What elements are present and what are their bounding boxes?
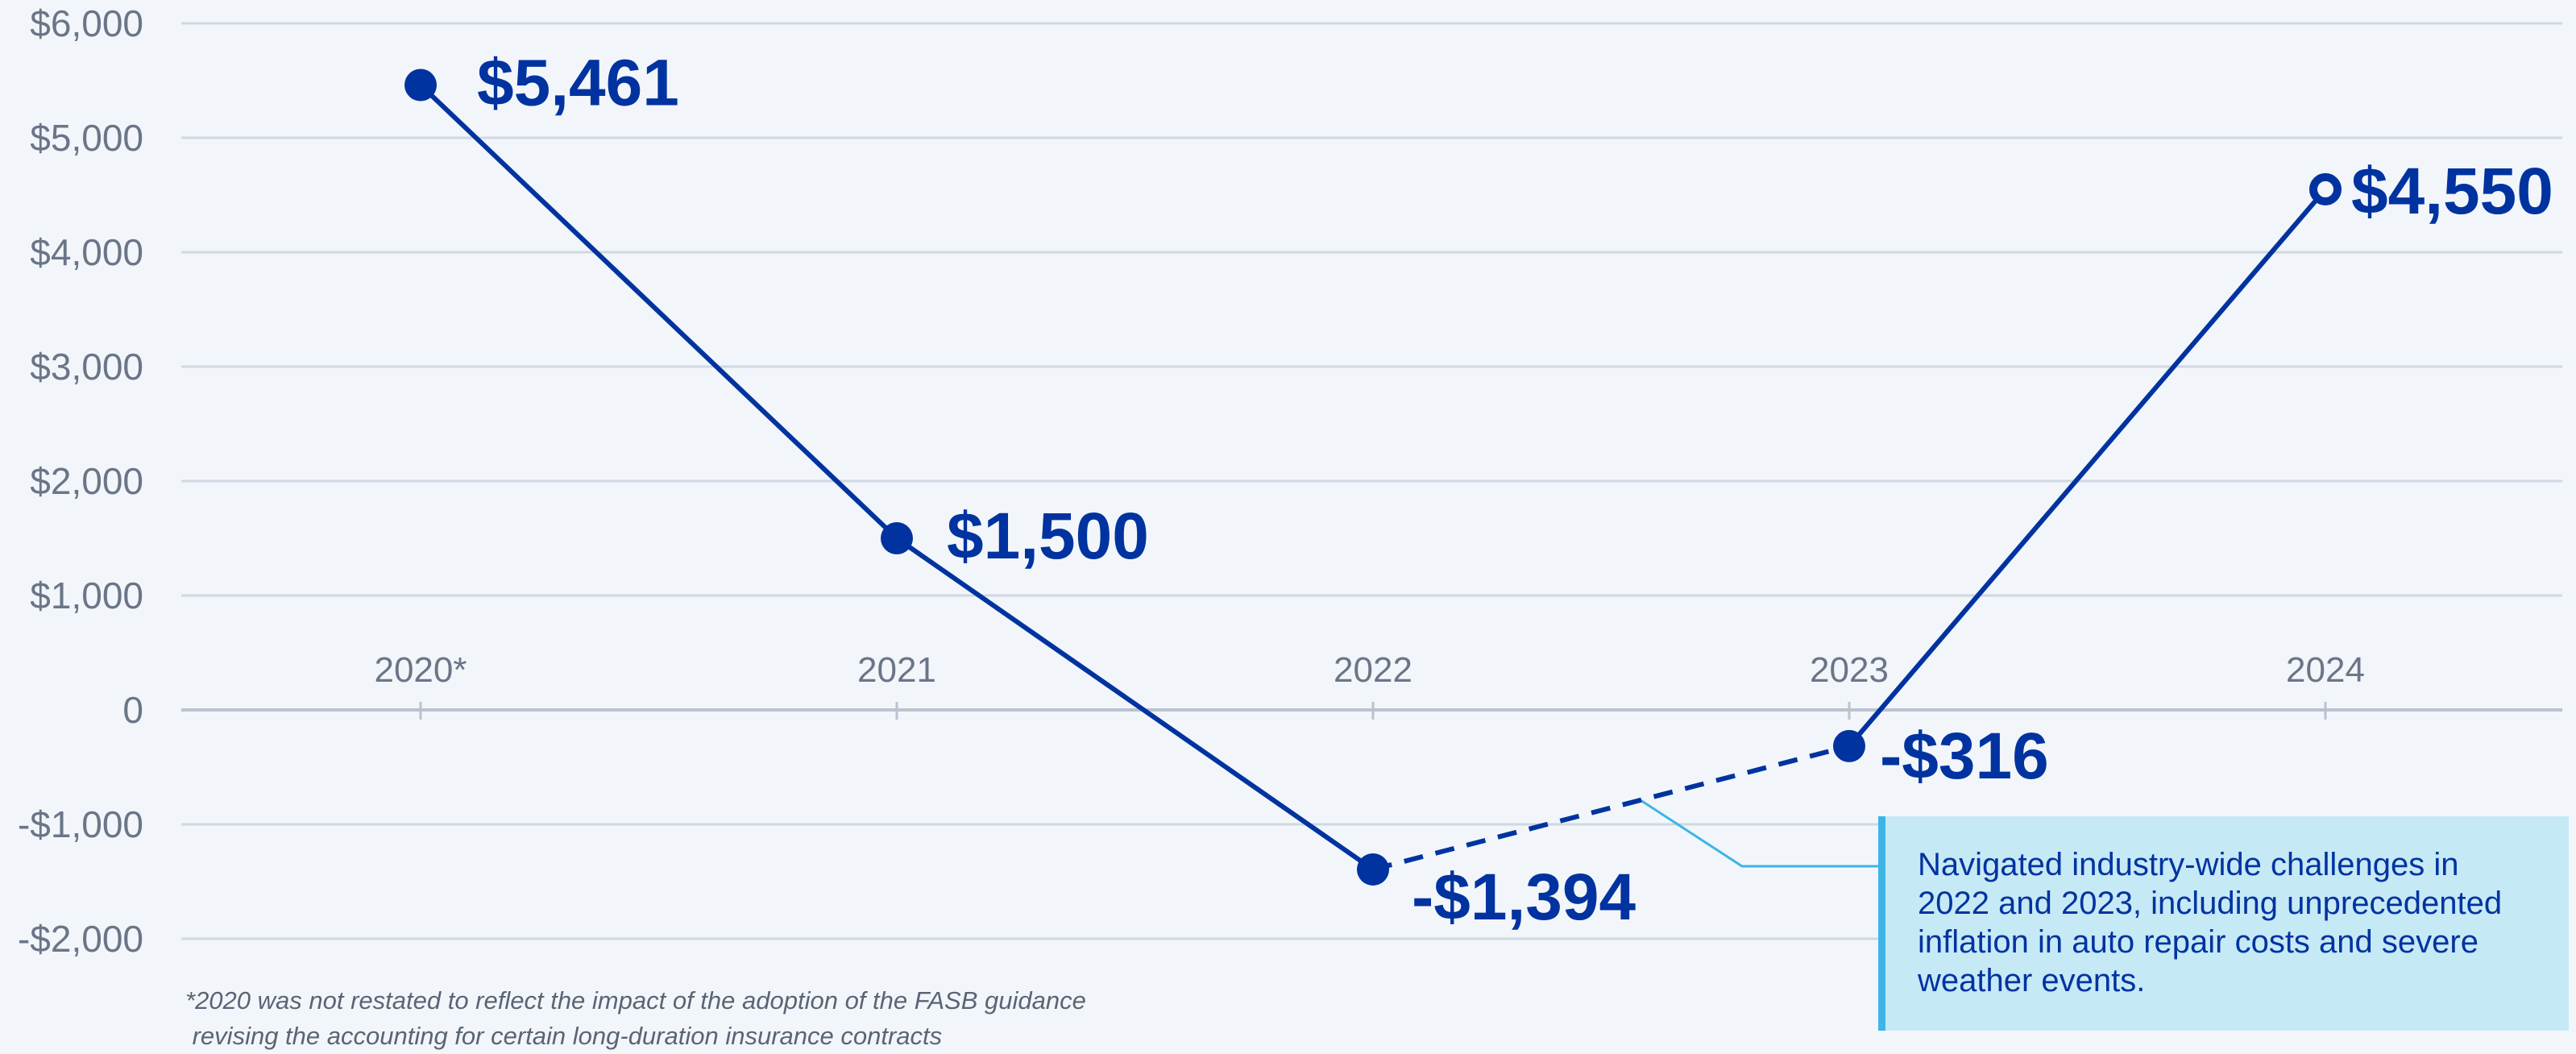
y-tick-label: 0	[122, 689, 143, 731]
y-tick-label: $2,000	[30, 460, 143, 502]
footnote: *2020 was not restated to reflect the im…	[185, 986, 1086, 1015]
data-point	[881, 522, 913, 554]
series-segment	[1372, 743, 1850, 872]
y-tick-label: $4,000	[30, 231, 143, 273]
series-segment	[418, 83, 899, 541]
data-point	[2309, 172, 2342, 205]
annotation-text: Navigated industry-wide challenges in 20…	[1918, 847, 2503, 998]
y-tick-label: -$2,000	[18, 918, 143, 960]
y-tick-label: $6,000	[30, 2, 143, 44]
y-tick-label: $3,000	[30, 346, 143, 388]
data-point	[1833, 729, 1865, 762]
data-point	[404, 68, 437, 102]
data-label: $4,550	[2351, 155, 2553, 228]
series-segment	[1847, 187, 2328, 748]
x-tick-label: 2021	[857, 650, 936, 690]
series-segment	[895, 536, 1375, 872]
x-tick-label: 2020*	[374, 650, 467, 690]
data-point	[1357, 853, 1389, 886]
callout-leader-line	[1640, 799, 1878, 868]
data-label: -$316	[1880, 720, 2049, 793]
x-tick-label: 2023	[1810, 650, 1889, 690]
data-label: $5,461	[477, 47, 679, 120]
footnote: revising the accounting for certain long…	[185, 1022, 942, 1050]
y-tick-label: $5,000	[30, 117, 143, 159]
x-tick-label: 2024	[2286, 650, 2365, 690]
x-tick-label: 2022	[1334, 650, 1412, 690]
data-label: $1,500	[947, 500, 1149, 573]
y-tick-label: -$1,000	[18, 803, 143, 845]
y-tick-label: $1,000	[30, 575, 143, 616]
annotation-callout: Navigated industry-wide challenges in 20…	[1878, 816, 2569, 1031]
data-label: -$1,394	[1412, 861, 1636, 934]
